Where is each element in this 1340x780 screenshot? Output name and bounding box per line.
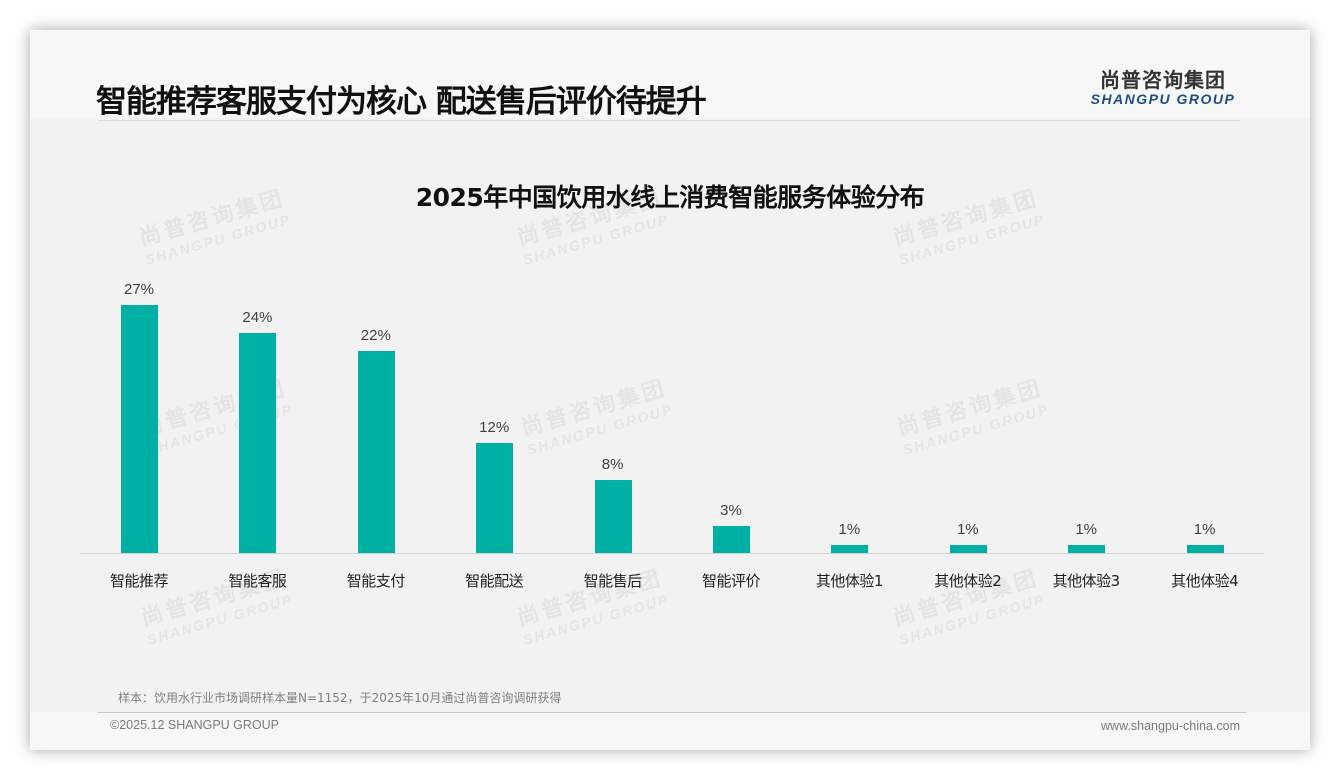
bar-group: 12%	[435, 260, 553, 554]
bar-group: 3%	[672, 260, 790, 554]
data-label: 12%	[479, 419, 510, 437]
data-label: 24%	[242, 308, 273, 326]
data-label: 1%	[1075, 520, 1098, 538]
bar	[1068, 544, 1106, 554]
bar	[121, 305, 158, 554]
logo-cn: 尚普咨询集团	[1100, 68, 1226, 92]
page-title: 智能推荐客服支付为核心 配送售后评价待提升	[96, 84, 707, 120]
bar-chart-plot: 27% 24% 22% 12% 8% 3% 1% 1% 1% 1%	[80, 260, 1264, 554]
data-label: 27%	[123, 281, 155, 298]
chart-title: 2025年中国饮用水线上消费智能服务体验分布	[415, 183, 925, 212]
bar	[594, 480, 632, 554]
category-label: 其他体验3	[1052, 572, 1121, 590]
category-label: 智能推荐	[109, 572, 169, 590]
company-logo: 尚普咨询集团 SHANGPU GROUP	[1088, 64, 1238, 107]
data-label: 1%	[838, 520, 861, 538]
sample-note: 样本：饮用水行业市场调研样本量N=1152，于2025年10月通过尚普咨询调研获…	[118, 691, 562, 705]
copyright: ©2025.12 SHANGPU GROUP	[110, 718, 279, 732]
bar	[949, 544, 987, 554]
logo-en: SHANGPU GROUP	[1090, 91, 1236, 107]
bar	[239, 332, 277, 554]
bar-group: 24%	[198, 260, 316, 554]
category-label: 智能售后	[583, 572, 643, 590]
bar	[1186, 544, 1224, 554]
bar	[357, 351, 395, 554]
bar-group: 1%	[909, 260, 1027, 554]
bar-group: 27%	[80, 260, 198, 554]
data-label: 1%	[956, 520, 979, 538]
category-label: 其他体验4	[1171, 572, 1239, 590]
bar-group: 22%	[317, 260, 435, 554]
category-label: 智能客服	[228, 572, 287, 590]
category-label: 其他体验1	[815, 572, 884, 590]
bar-group: 1%	[1027, 260, 1145, 554]
title-divider	[98, 120, 1240, 121]
footer-divider	[98, 712, 1246, 713]
footer-band	[30, 712, 1310, 750]
category-label: 其他体验2	[934, 572, 1002, 590]
bar-group: 8%	[554, 260, 672, 554]
category-label: 智能配送	[465, 572, 524, 590]
header-band	[30, 30, 1310, 118]
data-label: 3%	[720, 502, 742, 520]
x-axis-line	[80, 553, 1264, 554]
bar	[831, 544, 869, 554]
data-label: 22%	[360, 327, 391, 345]
website-link[interactable]: www.shangpu-china.com	[1101, 719, 1240, 733]
category-label: 智能评价	[701, 572, 761, 590]
data-label: 8%	[601, 456, 624, 474]
bar	[713, 526, 750, 554]
bar-group: 1%	[1146, 260, 1264, 554]
bar	[476, 443, 514, 554]
slide: 尚普咨询集团 SHANGPU GROUP 尚普咨询集团 SHANGPU GROUP 尚普…	[30, 30, 1310, 750]
bar-group: 1%	[790, 260, 908, 554]
category-label: 智能支付	[346, 572, 406, 590]
data-label: 1%	[1193, 520, 1216, 538]
